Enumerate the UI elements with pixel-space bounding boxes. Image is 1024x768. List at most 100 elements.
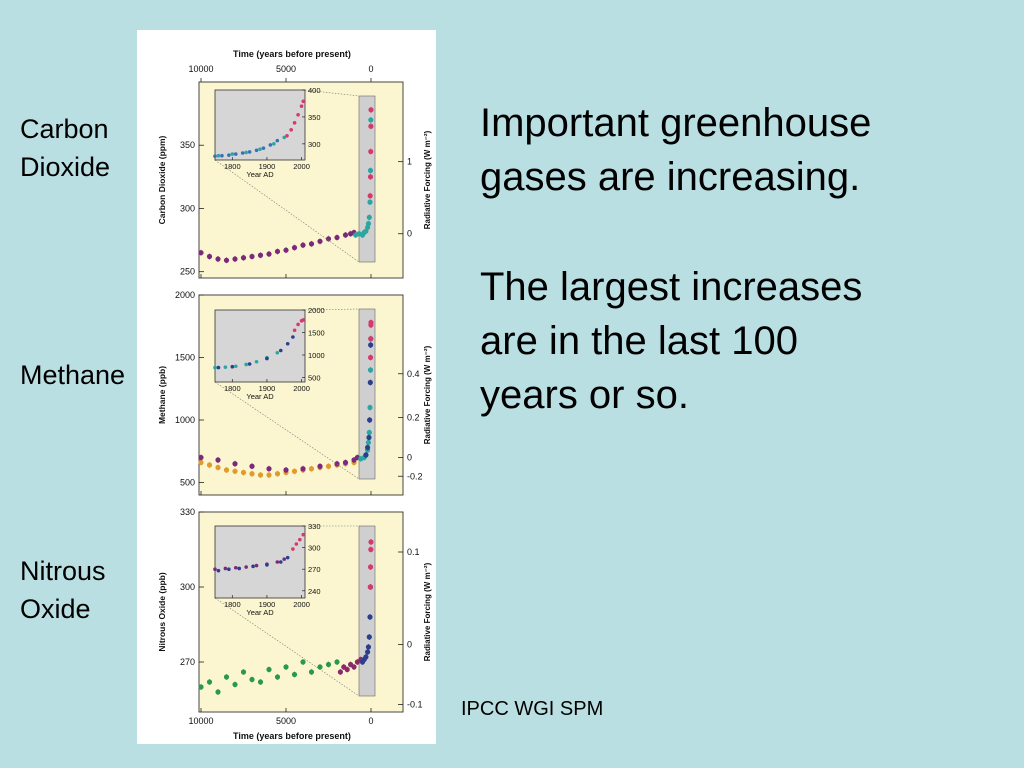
data-point (257, 679, 264, 685)
y-axis-tick-label: 300 (180, 582, 195, 592)
inset-x-tick-label: 1900 (259, 384, 276, 393)
inset-data-point (265, 356, 269, 361)
subtext-block: The largest increases are in the last 10… (480, 260, 980, 422)
data-point (291, 671, 298, 678)
data-point (291, 245, 298, 251)
inset-x-label: Year AD (246, 608, 274, 617)
y-axis-label: Carbon Dioxide (ppm) (157, 135, 167, 224)
data-point (365, 644, 372, 650)
data-point (365, 439, 372, 446)
data-point (240, 669, 247, 675)
inset-data-point (301, 318, 306, 322)
data-point (249, 471, 255, 477)
inset-x-tick-label: 1900 (259, 600, 276, 609)
recent-period-band (358, 525, 376, 697)
bottom-axis-tick-label: 5000 (276, 716, 296, 726)
data-point (367, 614, 373, 620)
series-1 (353, 116, 374, 239)
inset-data-point (275, 138, 280, 143)
data-point (317, 463, 323, 469)
data-point (274, 248, 281, 255)
data-point (334, 659, 340, 665)
inset-data-point (278, 348, 283, 353)
recent-period-band (358, 95, 376, 263)
data-point (367, 174, 374, 180)
data-point (366, 634, 372, 640)
inset-series-0 (213, 138, 280, 159)
inset-data-point (291, 335, 295, 339)
y2-axis-tick-label: 0 (407, 453, 412, 463)
inset-data-point (233, 364, 238, 369)
y2-axis-tick-label: 0.4 (407, 369, 420, 379)
inset-series-1 (216, 335, 295, 370)
series-4 (367, 319, 374, 361)
data-point (342, 459, 349, 466)
bottom-axis-tick-label: 0 (368, 716, 373, 726)
data-point (223, 467, 230, 473)
data-point (249, 676, 255, 683)
data-point (351, 664, 357, 670)
data-point (325, 463, 332, 469)
inset-data-point (216, 568, 221, 573)
data-point (257, 472, 264, 478)
inset-series-1 (216, 555, 290, 573)
y-axis-label: Nitrous Oxide (ppb) (157, 572, 167, 652)
inset-data-point (230, 152, 235, 156)
series-1 (198, 454, 360, 473)
data-point (215, 457, 221, 463)
data-point (317, 664, 323, 670)
y2-axis-tick-label: 1 (407, 157, 412, 167)
inset-data-point (237, 566, 242, 571)
data-point (368, 336, 374, 342)
subtext-line1: The largest increases (480, 265, 863, 309)
y2-axis-tick-label: 0 (407, 640, 412, 650)
inset-data-point (247, 362, 252, 366)
series-3 (367, 539, 374, 590)
inset-series-0 (213, 557, 287, 571)
headline-line1: Important greenhouse (480, 101, 872, 145)
data-point (367, 193, 373, 199)
y-axis-label: Methane (ppb) (157, 366, 167, 424)
data-point (232, 681, 238, 688)
data-point (344, 666, 350, 673)
data-point (291, 468, 298, 474)
top-axis-tick-label: 10000 (188, 64, 213, 74)
y2-axis-label: Radiative Forcing (W m⁻²) (423, 345, 432, 444)
y-axis-tick-label: 300 (180, 203, 195, 213)
inset-data-point (223, 566, 228, 571)
data-point (215, 464, 221, 471)
data-point (198, 250, 204, 256)
data-point (365, 221, 372, 227)
data-point (368, 107, 374, 113)
bottom-axis-title: Time (years before present) (233, 731, 351, 741)
label-carbon-dioxide: Carbon Dioxide (20, 110, 110, 186)
inset-y-tick-label: 500 (308, 374, 321, 383)
inset-data-point (251, 564, 255, 569)
inset-data-point (216, 153, 221, 158)
inset-data-point (291, 547, 295, 551)
inset-x-label: Year AD (246, 170, 274, 179)
inset-x-tick-label: 1800 (224, 162, 241, 171)
inset-data-point (254, 359, 259, 364)
inset-data-point (294, 542, 299, 546)
inset-data-point (254, 148, 259, 153)
inset-y-tick-label: 300 (308, 140, 321, 149)
inset-data-point (220, 153, 224, 158)
data-point (342, 232, 349, 238)
inset-y-tick-label: 2000 (308, 306, 325, 315)
subtext-line3: years or so. (480, 373, 689, 417)
inset-y-tick-label: 330 (308, 522, 321, 531)
y-axis-tick-label: 500 (180, 478, 195, 488)
data-point (308, 466, 315, 472)
data-point (266, 666, 272, 673)
inset-data-point (244, 362, 248, 367)
inset-data-point (213, 567, 217, 571)
subtext-line2: are in the last 100 (480, 319, 798, 363)
label-carbon-line1: Carbon (20, 114, 109, 144)
label-nitrous-line1: Nitrous (20, 556, 106, 586)
inset-connector (214, 597, 360, 697)
inset-data-point (265, 563, 269, 567)
inset-y-tick-label: 350 (308, 113, 321, 122)
inset-data-point (227, 567, 231, 571)
y2-axis-tick-label: -0.1 (407, 700, 423, 710)
